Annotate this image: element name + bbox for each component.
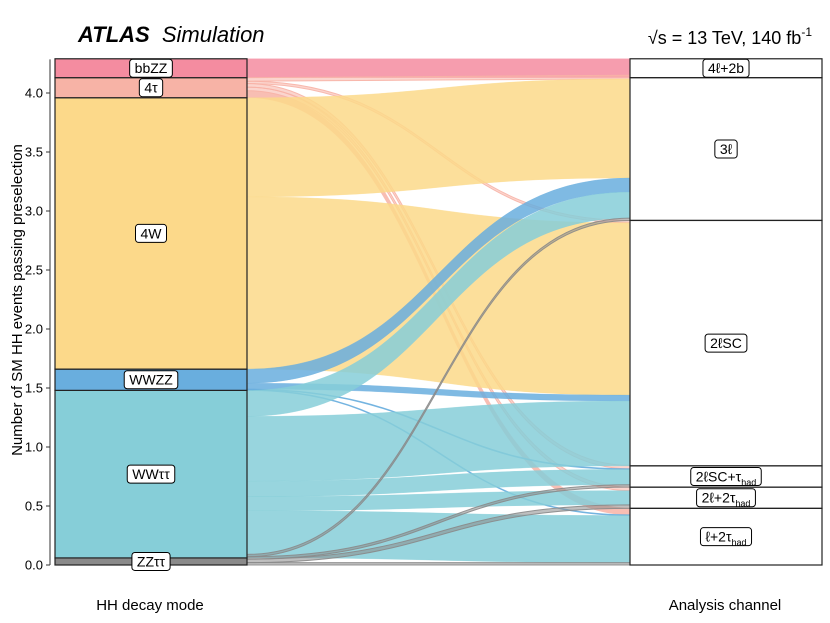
y-tick-label: 3.0	[25, 204, 43, 219]
y-tick-label: 3.5	[25, 145, 43, 160]
label-subscript: had	[735, 499, 750, 509]
label-main: 4τ	[144, 80, 158, 96]
right-label-3l: 3ℓ	[714, 139, 738, 159]
right-label-l2tau: ℓ+2τhad	[699, 527, 753, 548]
right-label-text: 4ℓ+2b	[708, 60, 744, 76]
left-axis-title: HH decay mode	[96, 597, 204, 614]
left-label-text: WWττ	[132, 466, 170, 482]
right-label-text: 2ℓSC+τhad	[696, 469, 757, 488]
y-tick-label: 0.5	[25, 499, 43, 514]
y-tick-label: 2.0	[25, 322, 43, 337]
y-tick-label: 1.0	[25, 440, 43, 455]
right-label-2lSCtau: 2ℓSC+τhad	[690, 467, 762, 488]
label-main: 2ℓSC	[710, 335, 742, 351]
label-box	[696, 488, 756, 508]
label-box	[131, 551, 171, 571]
flows-layer	[246, 58, 631, 566]
label-main: bbZZ	[135, 60, 168, 76]
label-main: ZZττ	[137, 553, 166, 569]
y-axis: 0.0 0.5 1.0 1.5 2.0 2.5 3.0 3.5 4.0	[25, 59, 51, 573]
label-main: ℓ+2τ	[705, 529, 731, 545]
label-main: 4ℓ+2b	[708, 60, 744, 76]
left-label-4tau: 4τ	[138, 78, 164, 98]
label-main: WWττ	[132, 466, 170, 482]
label-main: WWZZ	[129, 372, 173, 388]
label-box	[699, 527, 753, 547]
right-label-4l2b: 4ℓ+2b	[702, 58, 750, 78]
y-tick-label: 4.0	[25, 86, 43, 101]
label-box	[138, 78, 164, 98]
label-box	[704, 333, 748, 353]
energy-lumi-label: √s = 13 TeV, 140 fb-1	[648, 25, 813, 48]
chart-title: ATLAS Simulation	[77, 22, 265, 47]
left-label-text: bbZZ	[135, 60, 168, 76]
label-main: 2ℓ+2τ	[702, 490, 736, 506]
left-label-ZZtautau: ZZττ	[131, 551, 171, 571]
y-tick-label: 0.0	[25, 558, 43, 573]
y-tick-label: 1.5	[25, 381, 43, 396]
right-label-text: 3ℓ	[720, 141, 733, 157]
experiment-label: ATLAS	[77, 22, 150, 47]
node-labels-layer: ZZττWWττWWZZ4W4τbbZZℓ+2τhad2ℓ+2τhad2ℓSC+…	[123, 58, 762, 571]
left-label-text: 4W	[141, 225, 163, 241]
label-subscript: had	[732, 538, 747, 548]
label-box	[126, 464, 176, 484]
energy-lumi-text: √s = 13 TeV, 140 fb	[648, 28, 802, 48]
flow-bbZZ-to-4l2b	[246, 58, 631, 78]
left-label-WWZZ: WWZZ	[123, 370, 179, 390]
left-label-WWtautau: WWττ	[126, 464, 176, 484]
left-label-bbZZ: bbZZ	[129, 58, 173, 78]
right-label-2lSC: 2ℓSC	[704, 333, 748, 353]
label-main: 2ℓSC+τ	[696, 469, 742, 485]
right-label-2l2tau: 2ℓ+2τhad	[696, 488, 756, 509]
left-label-text: WWZZ	[129, 372, 173, 388]
flow-ZZtautau-to-l2tau	[246, 562, 631, 566]
right-label-text: 2ℓ+2τhad	[702, 490, 751, 509]
label-box	[135, 223, 167, 243]
label-box	[690, 467, 762, 486]
y-tick-label: 2.5	[25, 263, 43, 278]
left-label-4W: 4W	[135, 223, 167, 243]
y-axis-title: Number of SM HH events passing preselect…	[9, 144, 26, 456]
label-box	[702, 58, 750, 78]
label-box	[123, 370, 179, 390]
label-subscript: had	[741, 478, 756, 488]
label-box	[714, 139, 738, 159]
right-axis-title: Analysis channel	[669, 597, 782, 614]
lumi-exponent: -1	[801, 25, 812, 39]
status-label: Simulation	[162, 22, 265, 47]
left-label-text: ZZττ	[137, 553, 166, 569]
label-box	[129, 58, 173, 78]
flow-WWtautau-to-2lSC	[246, 400, 631, 482]
right-label-text: 2ℓSC	[710, 335, 742, 351]
label-main: 4W	[141, 225, 163, 241]
label-main: 3ℓ	[720, 141, 733, 157]
left-label-text: 4τ	[144, 80, 158, 96]
right-label-text: ℓ+2τhad	[705, 529, 746, 548]
